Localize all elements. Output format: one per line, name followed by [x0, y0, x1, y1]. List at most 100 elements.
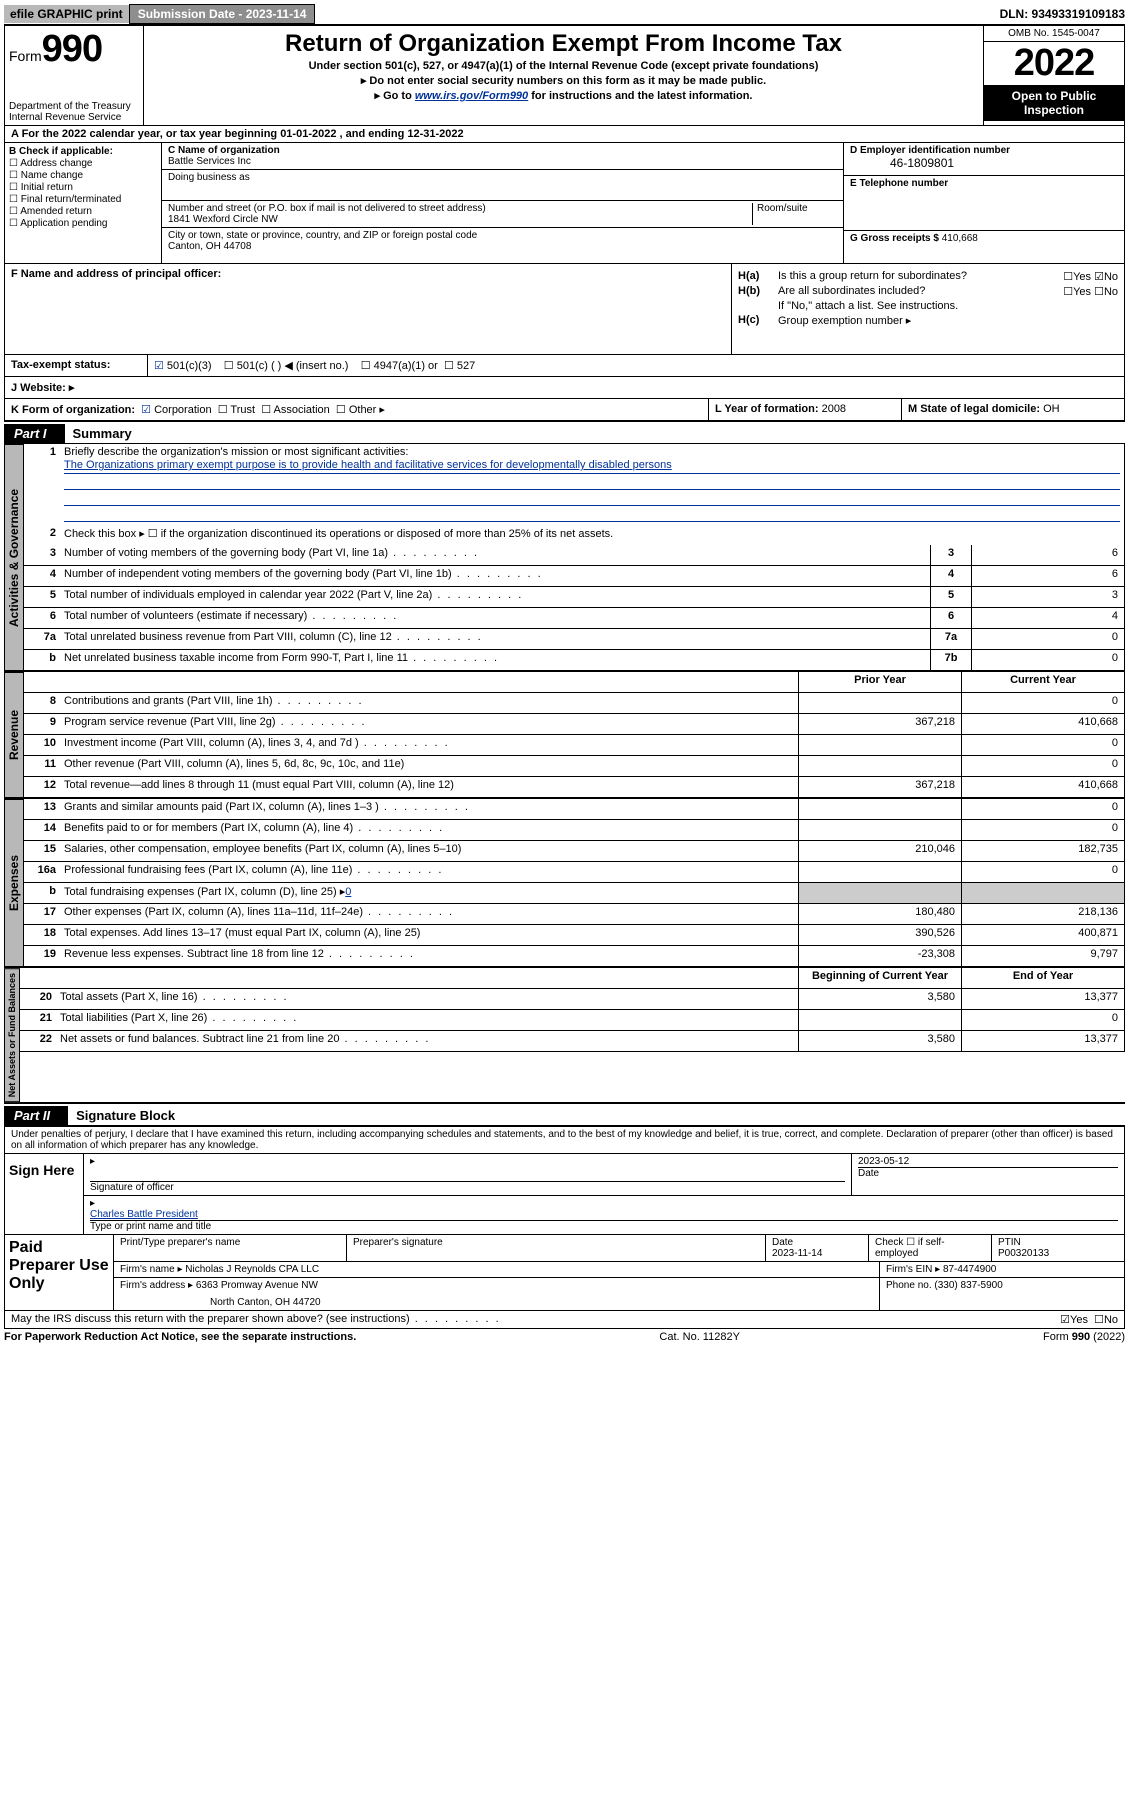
- state-domicile: OH: [1043, 403, 1060, 415]
- cb-527[interactable]: 527: [444, 360, 475, 372]
- sig-date-label: Date: [858, 1167, 1118, 1179]
- line12-desc: Total revenue—add lines 8 through 11 (mu…: [60, 777, 798, 797]
- phone-val: (330) 837-5900: [934, 1280, 1002, 1291]
- hb-answer: ☐Yes ☐No: [1018, 285, 1118, 298]
- efile-label[interactable]: efile GRAPHIC print: [4, 5, 129, 23]
- line16a-desc: Professional fundraising fees (Part IX, …: [60, 862, 798, 882]
- line2-desc: Check this box ▸ ☐ if the organization d…: [60, 525, 1124, 545]
- cb-app-pending[interactable]: Application pending: [9, 218, 157, 229]
- page-footer: For Paperwork Reduction Act Notice, see …: [4, 1329, 1125, 1345]
- line7a-desc: Total unrelated business revenue from Pa…: [60, 629, 930, 649]
- tax-year: 2022: [984, 42, 1124, 85]
- header-sub2: ▸ Do not enter social security numbers o…: [152, 74, 975, 87]
- col-m: M State of legal domicile: OH: [902, 399, 1124, 420]
- form-prefix: Form: [9, 48, 42, 64]
- j-label: J Website: ▸: [11, 382, 74, 394]
- row-klm: K Form of organization: Corporation Trus…: [4, 399, 1125, 422]
- l13p: [798, 799, 961, 819]
- g-label: G Gross receipts $: [850, 233, 939, 244]
- l13c: 0: [961, 799, 1124, 819]
- sig-date-val: 2023-05-12: [858, 1156, 1118, 1167]
- addr-label: Number and street (or P.O. box if mail i…: [168, 203, 752, 214]
- col-c: C Name of organization Battle Services I…: [162, 143, 844, 263]
- cb-corp[interactable]: Corporation: [141, 404, 211, 416]
- firm-name-label: Firm's name ▸: [120, 1264, 183, 1275]
- form-number: 990: [42, 28, 102, 70]
- f-label: F Name and address of principal officer:: [11, 268, 221, 280]
- col-k: K Form of organization: Corporation Trus…: [5, 399, 709, 420]
- hc-label: H(c): [738, 314, 778, 327]
- firm-ein: 87-4474900: [943, 1264, 996, 1275]
- ha-answer: ☐Yes ☑No: [1018, 270, 1118, 283]
- discuss-question: May the IRS discuss this return with the…: [11, 1313, 978, 1326]
- room-label: Room/suite: [752, 203, 837, 225]
- l17c: 218,136: [961, 904, 1124, 924]
- check-self-employed[interactable]: Check ☐ if self-employed: [869, 1235, 992, 1261]
- cb-trust[interactable]: Trust: [218, 404, 255, 416]
- ptin-val: P00320133: [998, 1248, 1049, 1259]
- form-title: Return of Organization Exempt From Incom…: [152, 30, 975, 58]
- b-label: B Check if applicable:: [9, 146, 113, 157]
- l11p: [798, 756, 961, 776]
- line1-num: 1: [24, 444, 60, 525]
- dept-treasury: Department of the Treasury: [9, 101, 139, 112]
- l9c: 410,668: [961, 714, 1124, 734]
- line11-desc: Other revenue (Part VIII, column (A), li…: [60, 756, 798, 776]
- prep-sig-label: Preparer's signature: [347, 1235, 766, 1261]
- cb-final-return[interactable]: Final return/terminated: [9, 194, 157, 205]
- line8-desc: Contributions and grants (Part VIII, lin…: [60, 693, 798, 713]
- cb-other[interactable]: Other ▸: [336, 404, 385, 416]
- name-title-label: Type or print name and title: [90, 1220, 1118, 1232]
- top-bar: efile GRAPHIC print Submission Date - 20…: [4, 4, 1125, 24]
- line17-desc: Other expenses (Part IX, column (A), lin…: [60, 904, 798, 924]
- l15p: 210,046: [798, 841, 961, 861]
- prep-date-label: Date: [772, 1237, 793, 1248]
- cb-name-change[interactable]: Name change: [9, 170, 157, 181]
- dba-label: Doing business as: [168, 172, 837, 183]
- footer-mid: Cat. No. 11282Y: [659, 1331, 740, 1343]
- ha-label: H(a): [738, 270, 778, 283]
- c-name-label: C Name of organization: [168, 145, 280, 156]
- line14-desc: Benefits paid to or for members (Part IX…: [60, 820, 798, 840]
- l22p: 3,580: [798, 1031, 961, 1051]
- ein-value: 46-1809801: [850, 156, 1118, 170]
- cb-address-change[interactable]: Address change: [9, 158, 157, 169]
- l16ap: [798, 862, 961, 882]
- irs-link[interactable]: www.irs.gov/Form990: [415, 90, 528, 102]
- firm-addr-label: Firm's address ▸: [120, 1280, 193, 1291]
- part2-tab: Part II: [4, 1106, 68, 1125]
- cb-initial-return[interactable]: Initial return: [9, 182, 157, 193]
- line19-desc: Revenue less expenses. Subtract line 18 …: [60, 946, 798, 966]
- block-revenue: Revenue Prior YearCurrent Year 8Contribu…: [4, 671, 1125, 798]
- l21p: [798, 1010, 961, 1030]
- header-sub3a: ▸ Go to: [375, 90, 415, 102]
- l8p: [798, 693, 961, 713]
- col-de: D Employer identification number 46-1809…: [844, 143, 1124, 263]
- block-governance: Activities & Governance 1 Briefly descri…: [4, 443, 1125, 671]
- block-netassets: Net Assets or Fund Balances Beginning of…: [4, 967, 1125, 1104]
- submission-date[interactable]: Submission Date - 2023-11-14: [129, 4, 316, 24]
- l11c: 0: [961, 756, 1124, 776]
- sig-officer-label: Signature of officer: [90, 1181, 845, 1193]
- mission-blank1: [64, 475, 1120, 490]
- vtab-revenue: Revenue: [4, 672, 24, 798]
- prep-date: 2023-11-14: [772, 1248, 822, 1259]
- l8c: 0: [961, 693, 1124, 713]
- header-left: Form990 Department of the Treasury Inter…: [5, 26, 144, 125]
- cb-4947[interactable]: 4947(a)(1) or: [361, 360, 438, 372]
- k-label: K Form of organization:: [11, 404, 135, 416]
- cb-assoc[interactable]: Association: [261, 404, 330, 416]
- gross-receipts: 410,668: [942, 233, 978, 244]
- cb-501c[interactable]: 501(c) ( ) ◀ (insert no.): [224, 360, 349, 372]
- h-note: If "No," attach a list. See instructions…: [738, 300, 1118, 312]
- discuss-answer: ☑Yes ☐No: [978, 1313, 1118, 1326]
- l14c: 0: [961, 820, 1124, 840]
- l10p: [798, 735, 961, 755]
- line5-val: 3: [971, 587, 1124, 607]
- cb-501c3[interactable]: 501(c)(3): [154, 360, 212, 372]
- cb-amended[interactable]: Amended return: [9, 206, 157, 217]
- block-expenses: Expenses 13Grants and similar amounts pa…: [4, 798, 1125, 967]
- paid-preparer-label: Paid Preparer Use Only: [5, 1235, 114, 1310]
- d-label: D Employer identification number: [850, 145, 1010, 156]
- l20p: 3,580: [798, 989, 961, 1009]
